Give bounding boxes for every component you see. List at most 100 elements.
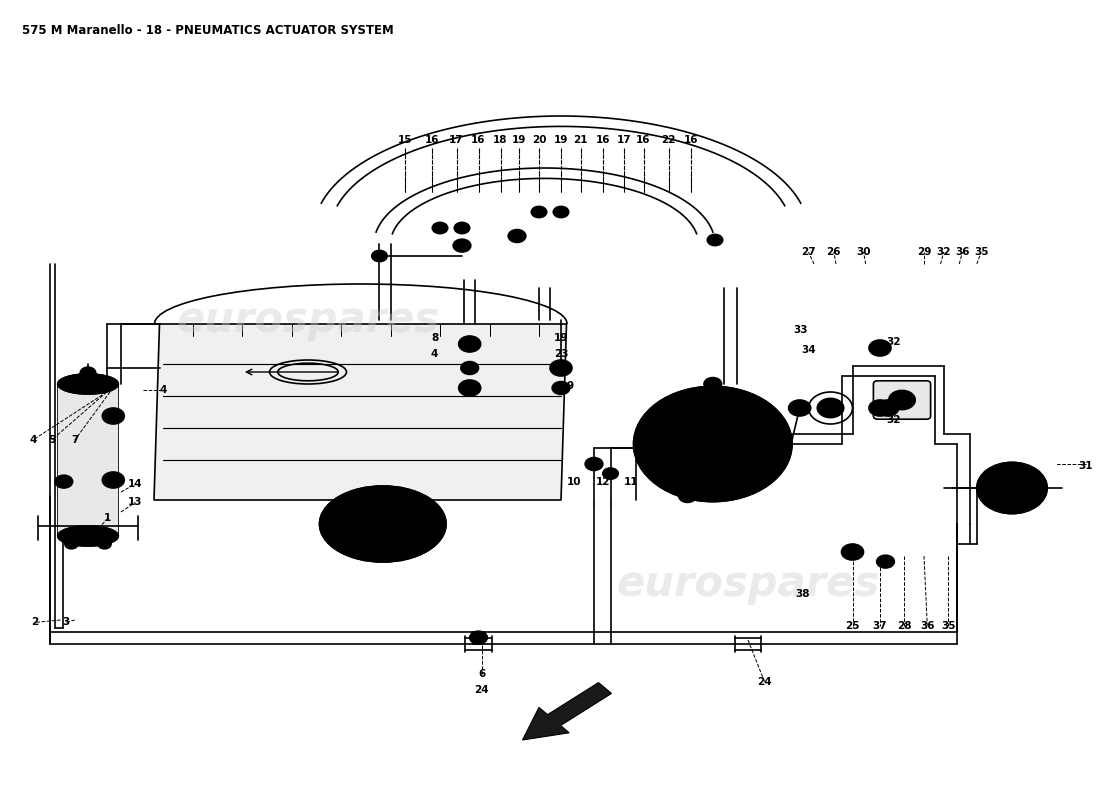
Text: 28: 28 xyxy=(896,621,912,630)
Text: 20: 20 xyxy=(531,135,547,145)
Text: 27: 27 xyxy=(801,247,816,257)
Circle shape xyxy=(771,422,783,431)
Text: 22: 22 xyxy=(661,135,676,145)
FancyArrow shape xyxy=(522,682,612,740)
Circle shape xyxy=(842,544,864,560)
Circle shape xyxy=(58,478,69,486)
Circle shape xyxy=(102,472,124,488)
Circle shape xyxy=(817,398,844,418)
Text: 15: 15 xyxy=(397,135,412,145)
Text: 3: 3 xyxy=(63,618,69,627)
Text: eurospares: eurospares xyxy=(616,563,880,605)
Text: 7: 7 xyxy=(72,435,78,445)
Circle shape xyxy=(553,206,569,218)
Text: 8: 8 xyxy=(431,333,438,342)
Text: 5: 5 xyxy=(48,435,55,445)
Text: 32: 32 xyxy=(886,338,901,347)
Circle shape xyxy=(531,206,547,218)
Text: 32: 32 xyxy=(886,415,901,425)
Text: 26: 26 xyxy=(826,247,842,257)
Text: 23: 23 xyxy=(553,349,569,358)
Circle shape xyxy=(707,234,723,246)
Text: 33: 33 xyxy=(793,325,808,334)
Circle shape xyxy=(683,393,695,402)
Text: 35: 35 xyxy=(974,247,989,257)
Circle shape xyxy=(771,457,783,466)
Text: 36: 36 xyxy=(920,621,935,630)
Circle shape xyxy=(889,390,915,410)
Ellipse shape xyxy=(319,486,447,562)
Ellipse shape xyxy=(361,510,405,538)
Text: 19: 19 xyxy=(553,135,569,145)
Circle shape xyxy=(470,631,487,644)
Text: 25: 25 xyxy=(845,621,860,630)
Text: 36: 36 xyxy=(955,247,970,257)
Text: 35: 35 xyxy=(940,621,956,630)
Text: 575 M Maranello - 18 - PNEUMATICS ACTUATOR SYSTEM: 575 M Maranello - 18 - PNEUMATICS ACTUAT… xyxy=(22,24,394,37)
Text: 16: 16 xyxy=(683,135,698,145)
Circle shape xyxy=(730,486,743,495)
Text: 17: 17 xyxy=(616,135,631,145)
Circle shape xyxy=(789,400,811,416)
Circle shape xyxy=(55,475,73,488)
Circle shape xyxy=(869,400,891,416)
Circle shape xyxy=(550,360,572,376)
Text: 14: 14 xyxy=(128,479,143,489)
Text: 31: 31 xyxy=(1078,461,1093,470)
Polygon shape xyxy=(58,384,119,536)
Text: 4: 4 xyxy=(30,435,36,445)
Text: 16: 16 xyxy=(471,135,486,145)
Circle shape xyxy=(459,336,481,352)
Circle shape xyxy=(634,386,792,502)
Polygon shape xyxy=(154,324,566,500)
Circle shape xyxy=(461,362,478,374)
Text: 17: 17 xyxy=(449,135,464,145)
Circle shape xyxy=(642,422,654,431)
Circle shape xyxy=(459,380,481,396)
Text: 2: 2 xyxy=(32,618,39,627)
Text: 38: 38 xyxy=(795,589,811,598)
Text: 6: 6 xyxy=(478,669,485,678)
Circle shape xyxy=(869,340,891,356)
Circle shape xyxy=(585,458,603,470)
Circle shape xyxy=(98,539,111,549)
Circle shape xyxy=(1003,482,1021,494)
Text: 4: 4 xyxy=(160,386,166,395)
Circle shape xyxy=(704,378,722,390)
Text: 19: 19 xyxy=(512,135,527,145)
Text: 34: 34 xyxy=(801,346,816,355)
Text: 16: 16 xyxy=(636,135,651,145)
Text: 37: 37 xyxy=(872,621,888,630)
Circle shape xyxy=(977,462,1047,514)
Circle shape xyxy=(683,486,695,495)
Circle shape xyxy=(642,457,654,466)
Text: 12: 12 xyxy=(595,477,610,486)
Circle shape xyxy=(508,230,526,242)
Text: 16: 16 xyxy=(595,135,610,145)
Ellipse shape xyxy=(57,374,119,394)
Circle shape xyxy=(454,222,470,234)
Text: 13: 13 xyxy=(128,498,143,507)
Circle shape xyxy=(877,400,899,416)
Circle shape xyxy=(432,222,448,234)
Circle shape xyxy=(877,555,894,568)
Text: 16: 16 xyxy=(425,135,440,145)
FancyBboxPatch shape xyxy=(873,381,931,419)
Text: 10: 10 xyxy=(566,477,582,486)
Text: 11: 11 xyxy=(624,477,639,486)
Text: eurospares: eurospares xyxy=(176,299,440,341)
Text: 1: 1 xyxy=(104,514,111,523)
Circle shape xyxy=(453,239,471,252)
Circle shape xyxy=(730,393,743,402)
Circle shape xyxy=(80,367,96,378)
Text: 24: 24 xyxy=(757,677,772,686)
Text: 29: 29 xyxy=(916,247,932,257)
Text: 32: 32 xyxy=(936,247,952,257)
Circle shape xyxy=(102,408,124,424)
Text: 19: 19 xyxy=(553,333,569,342)
Text: 24: 24 xyxy=(474,685,490,694)
Circle shape xyxy=(372,250,387,262)
Ellipse shape xyxy=(57,526,119,546)
Text: 4: 4 xyxy=(431,349,438,358)
Text: 30: 30 xyxy=(856,247,871,257)
